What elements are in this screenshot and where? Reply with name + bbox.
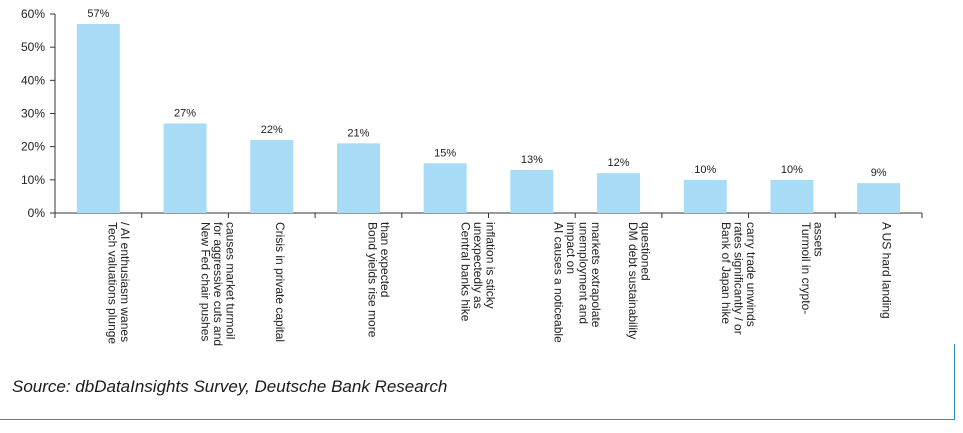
category-label-line: Crisis in private capital [273,222,287,342]
category-label: Central banks hikeunexpectedly asinflati… [459,222,498,322]
y-tick-label: 30% [21,107,45,121]
data-label: 27% [174,107,196,119]
y-tick-label: 20% [21,140,45,154]
category-label-line: Bond yields rise more [366,222,380,338]
data-label: 10% [781,164,803,176]
data-label: 9% [871,167,887,179]
category-label-line: / AI enthusiasm wanes [118,222,132,342]
bar [510,169,554,213]
bar [163,123,207,213]
category-label: A US hard landing [880,222,894,319]
y-tick-label: 0% [28,206,46,220]
category-label-line: Tech valuations plunge [106,222,120,344]
category-label-line: inflation is sticky [484,222,498,309]
category-label-line: A US hard landing [880,222,894,319]
bar [597,173,641,213]
category-label: DM debt sustainabilityquestioned [626,222,653,339]
y-tick-label: 40% [21,73,45,87]
category-label-line: unexpectedly as [471,222,485,309]
category-label-line: impact on [564,222,578,274]
data-label: 12% [608,157,630,169]
bar [683,179,727,213]
y-tick-label: 50% [21,40,45,54]
category-label: Bank of Japan hikerates significantly / … [719,222,758,335]
data-label: 13% [521,154,543,166]
category-label-line: Bank of Japan hike [719,222,733,324]
category-label-line: DM debt sustainability [626,222,640,339]
data-label: 57% [87,8,109,20]
chart-canvas: 0% 10% 20% 30% 40% 50% 60% 57% Tech valuations p… [21,7,923,346]
category-label: Bond yields rise morethan expected [366,222,393,338]
category-label-line: than expected [378,222,392,297]
y-tick-label: 60% [21,7,45,21]
category-label-line: carry trade unwinds [744,222,758,327]
bar [336,143,380,213]
category-label: New Fed chair pushesfor aggressive cuts … [199,222,238,346]
data-label: 15% [434,147,456,159]
frame-bottom-line [0,419,955,420]
bar [250,140,294,213]
category-label-line: Turmoil in crypto- [799,222,813,314]
data-label: 10% [694,164,716,176]
category-label-line: Central banks hike [459,222,473,322]
category-label-line: assets [812,222,826,257]
category-label: Tech valuations plunge/ AI enthusiasm wa… [106,222,133,344]
category-label-line: AI causes a noticeable [552,222,566,343]
category-label: Crisis in private capital [273,222,287,342]
frame-right-line [954,344,955,420]
bar [857,183,901,213]
category-label-line: rates significantly / or [731,222,745,335]
category-label-line: questioned [638,222,652,281]
bar [76,23,120,214]
bar [423,163,467,213]
data-label: 21% [347,127,369,139]
category-label-line: New Fed chair pushes [199,222,213,341]
category-label-line: causes market turmoil [224,222,238,339]
category-label: Turmoil in crypto-assets [799,222,826,314]
source-note: Source: dbDataInsights Survey, Deutsche … [12,377,448,396]
data-label: 22% [261,124,283,136]
bar [770,179,814,213]
category-label-line: markets extrapolate [589,222,603,328]
category-label: AI causes a noticeableimpact onunemploym… [552,222,604,343]
bar-chart: 0% 10% 20% 30% 40% 50% 60% 57% Tech valuations p… [21,7,923,346]
category-label-line: unemployment and [577,222,591,324]
category-label-line: for aggressive cuts and [211,222,225,346]
y-tick-label: 10% [21,173,45,187]
